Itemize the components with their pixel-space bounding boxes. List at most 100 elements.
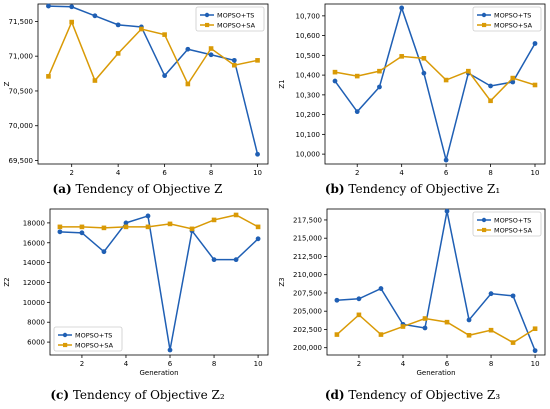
data-point-sa (255, 224, 261, 230)
legend: MOPSO+TS MOPSO+SA (472, 211, 542, 237)
data-point-ts (255, 236, 261, 242)
chart-z1: 2 4 6 8 10 10,000 10,100 10,200 10,300 10,400 10,5… (278, 3, 546, 186)
data-point-ts (145, 213, 151, 219)
legend-label: MOPSO+SA (494, 227, 533, 235)
data-point-sa (57, 224, 63, 230)
caption-tag: (b) (324, 182, 345, 196)
y-tick-label: 71,500 (9, 18, 34, 26)
data-point-sa (356, 312, 362, 318)
x-tick-label: 2 (355, 169, 359, 177)
y-tick-label: 10,700 (296, 12, 321, 20)
data-point-sa (400, 324, 406, 329)
x-tick-label: 4 (399, 169, 404, 177)
x-tick-label: 6 (445, 360, 450, 368)
data-point-ts (208, 52, 214, 58)
caption-text: Tendency of Objective Z (75, 182, 223, 196)
data-point-ts (211, 257, 217, 263)
data-point-ts (255, 151, 260, 157)
y-tick-label: 210,000 (293, 271, 322, 279)
y-tick-label: 70,000 (9, 122, 34, 130)
chart-z: 2 4 6 8 10 69,500 70,000 70,500 71,000 71,500 Z MOP… (3, 3, 269, 177)
x-tick-label: 8 (209, 169, 213, 177)
data-point-ts (378, 286, 384, 291)
x-tick-label: 10 (531, 169, 540, 177)
legend: MOPSO+TS MOPSO+SA (472, 6, 542, 32)
data-point-sa (145, 224, 151, 230)
legend-marker (205, 22, 210, 28)
y-tick-label: 202,500 (293, 326, 322, 334)
data-point-sa (123, 224, 129, 230)
y-tick-label: 200,000 (293, 344, 322, 352)
data-point-ts (101, 249, 107, 255)
x-tick-label: 6 (162, 169, 167, 177)
data-point-ts (79, 230, 85, 236)
legend-label: MOPSO+SA (494, 22, 533, 30)
data-point-sa (421, 56, 427, 61)
legend-marker (62, 332, 68, 338)
series-line-ts (334, 5, 536, 161)
x-tick-label: 8 (488, 169, 492, 177)
data-point-sa (466, 68, 471, 74)
y-tick-label: 215,000 (293, 235, 322, 243)
y-tick-label: 10,100 (296, 131, 321, 139)
data-point-sa (488, 98, 493, 104)
chart-z3: 2 4 6 8 10 200,000 202,500 205,000 207,500 210,00… (278, 208, 546, 377)
data-point-sa (233, 212, 239, 218)
plot-frame (326, 208, 546, 356)
y-axis-label: Z2 (3, 277, 11, 286)
legend-marker (204, 12, 210, 18)
y-tick-label: 6000 (27, 339, 45, 347)
legend-label: MOPSO+TS (75, 332, 112, 340)
y-tick-label: 10,000 (296, 151, 321, 159)
data-point-ts (115, 22, 121, 28)
data-point-ts (334, 297, 340, 303)
data-point-ts (92, 13, 98, 19)
data-point-sa (79, 224, 85, 230)
data-point-sa (422, 316, 428, 321)
legend-marker (63, 342, 68, 348)
x-tick-label: 4 (401, 360, 406, 368)
y-tick-label: 10,600 (296, 32, 321, 40)
data-point-sa (443, 77, 449, 83)
y-tick-label: 10000 (23, 299, 45, 307)
data-point-sa (378, 332, 384, 337)
y-tick-label: 212,500 (293, 253, 322, 261)
data-point-ts (510, 79, 516, 85)
legend: MOPSO+TS MOPSO+SA (195, 6, 265, 32)
x-tick-label: 2 (69, 169, 73, 177)
data-point-sa (185, 81, 191, 87)
data-point-sa (139, 26, 144, 32)
data-point-sa (466, 332, 472, 338)
x-axis-label: Generation (139, 369, 178, 377)
data-point-ts (532, 348, 538, 354)
data-point-ts (123, 220, 129, 226)
data-point-sa (532, 326, 538, 332)
data-point-sa (332, 69, 338, 75)
legend-marker (481, 217, 487, 223)
legend: MOPSO+TS MOPSO+SA (53, 326, 123, 352)
data-point-ts (332, 78, 338, 84)
y-tick-label: 71,000 (9, 53, 34, 61)
y-axis-label: Z3 (278, 277, 286, 286)
y-tick-label: 10,400 (296, 72, 321, 80)
caption-tag: (c) (50, 388, 70, 402)
legend-marker (481, 12, 487, 18)
caption-z1: (b) Tendency of Objective Z₁ (275, 182, 550, 196)
data-point-ts (510, 293, 516, 299)
data-point-sa (444, 319, 450, 325)
y-tick-label: 69,500 (9, 157, 34, 165)
data-point-ts (356, 296, 362, 302)
data-point-ts (377, 84, 382, 90)
y-tick-label: 12000 (23, 279, 45, 287)
caption-z: (a) Tendency of Objective Z (0, 182, 275, 196)
y-tick-label: 14000 (23, 259, 45, 267)
data-point-ts (532, 41, 538, 46)
data-point-ts (185, 46, 191, 52)
data-point-ts (233, 257, 239, 263)
caption-tag: (a) (52, 182, 72, 196)
plot-frame (37, 3, 269, 165)
data-point-ts (231, 57, 237, 63)
data-point-ts (46, 3, 51, 9)
legend-marker (482, 227, 487, 233)
x-tick-label: 10 (254, 360, 263, 368)
